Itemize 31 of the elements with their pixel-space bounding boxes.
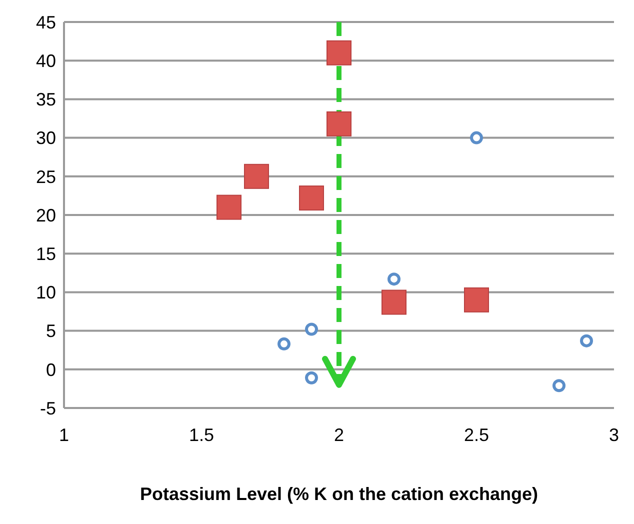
point <box>278 337 290 350</box>
point <box>216 194 242 220</box>
point <box>388 272 400 286</box>
point <box>470 131 483 144</box>
point <box>244 164 269 189</box>
x-tick-label: 1.5 <box>188 424 214 445</box>
y-tick-label: 45 <box>36 12 56 32</box>
point <box>326 40 352 66</box>
y-tick-label: 30 <box>36 128 56 148</box>
point <box>580 334 593 348</box>
point <box>464 287 489 312</box>
point <box>552 379 566 392</box>
y-tick-label: 20 <box>36 205 56 226</box>
y-tick-label: 10 <box>36 282 56 303</box>
y-tick-label: 5 <box>46 321 56 342</box>
y-tick-label: 40 <box>36 50 56 71</box>
x-tick-label: 3 <box>608 424 620 445</box>
point <box>305 322 318 336</box>
point <box>299 186 324 211</box>
point <box>382 290 406 315</box>
y-tick-label: 25 <box>36 166 56 187</box>
x-axis-title: Potassium Level (% K on the cation exchange) <box>140 484 538 504</box>
y-tick-label: 35 <box>36 90 56 110</box>
y-tick-label: -5 <box>40 398 56 418</box>
y-tick-label: 0 <box>46 360 56 380</box>
x-tick-label: 2.5 <box>464 424 490 445</box>
point <box>305 371 318 384</box>
y-tick-label: 15 <box>36 244 56 264</box>
x-tick-label: 1 <box>58 424 70 445</box>
x-tick-label: 2 <box>334 424 344 445</box>
point <box>326 111 352 136</box>
